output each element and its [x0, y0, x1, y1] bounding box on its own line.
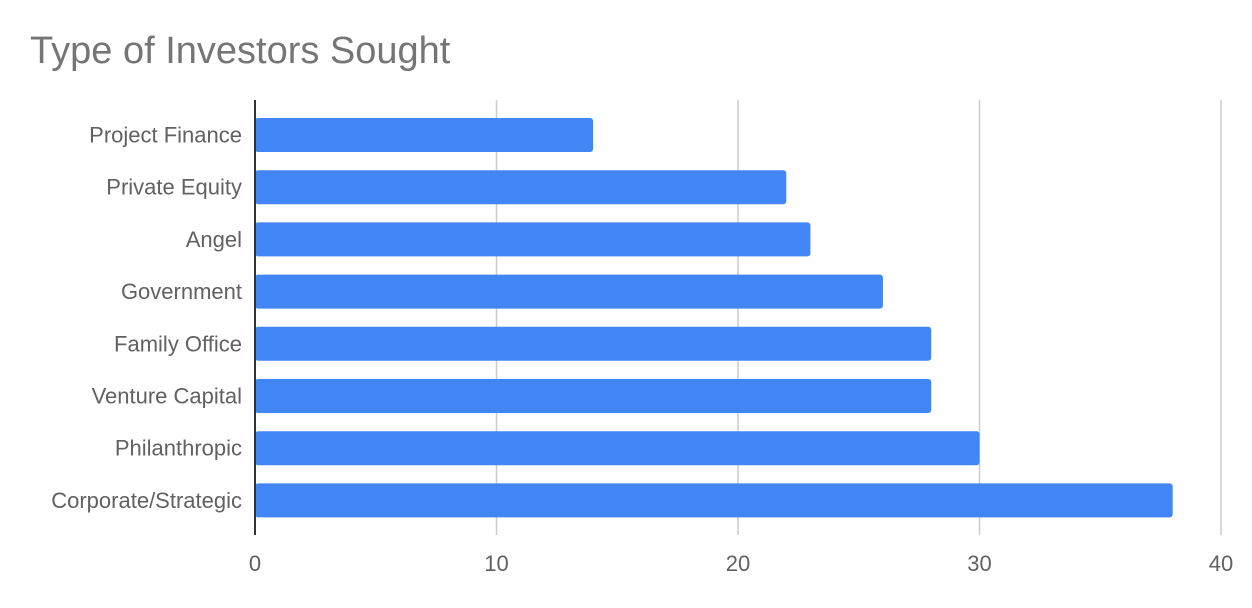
category-label: Family Office: [114, 331, 242, 356]
category-label: Corporate/Strategic: [51, 488, 242, 513]
bar-philanthropic: [255, 431, 980, 466]
category-label: Venture Capital: [92, 384, 242, 409]
category-label: Angel: [186, 227, 242, 252]
category-label: Government: [121, 279, 242, 304]
bar-angel: [255, 222, 811, 257]
bar-venture-capital: [255, 379, 932, 413]
x-tick-label: 30: [967, 551, 991, 576]
bar-private-equity: [255, 170, 787, 205]
bar-government: [255, 274, 883, 309]
category-label: Philanthropic: [115, 436, 242, 461]
bar-project-finance: [255, 118, 594, 152]
chart-title: Type of Investors Sought: [30, 30, 451, 72]
category-label: Private Equity: [106, 175, 242, 200]
bar-corporate-strategic: [255, 483, 1173, 518]
bar-family-office: [255, 326, 932, 361]
category-label: Project Finance: [89, 123, 242, 148]
x-tick-label: 0: [249, 551, 261, 576]
x-tick-label: 20: [726, 551, 750, 576]
x-tick-label: 10: [484, 551, 508, 576]
x-tick-label: 40: [1209, 551, 1233, 576]
